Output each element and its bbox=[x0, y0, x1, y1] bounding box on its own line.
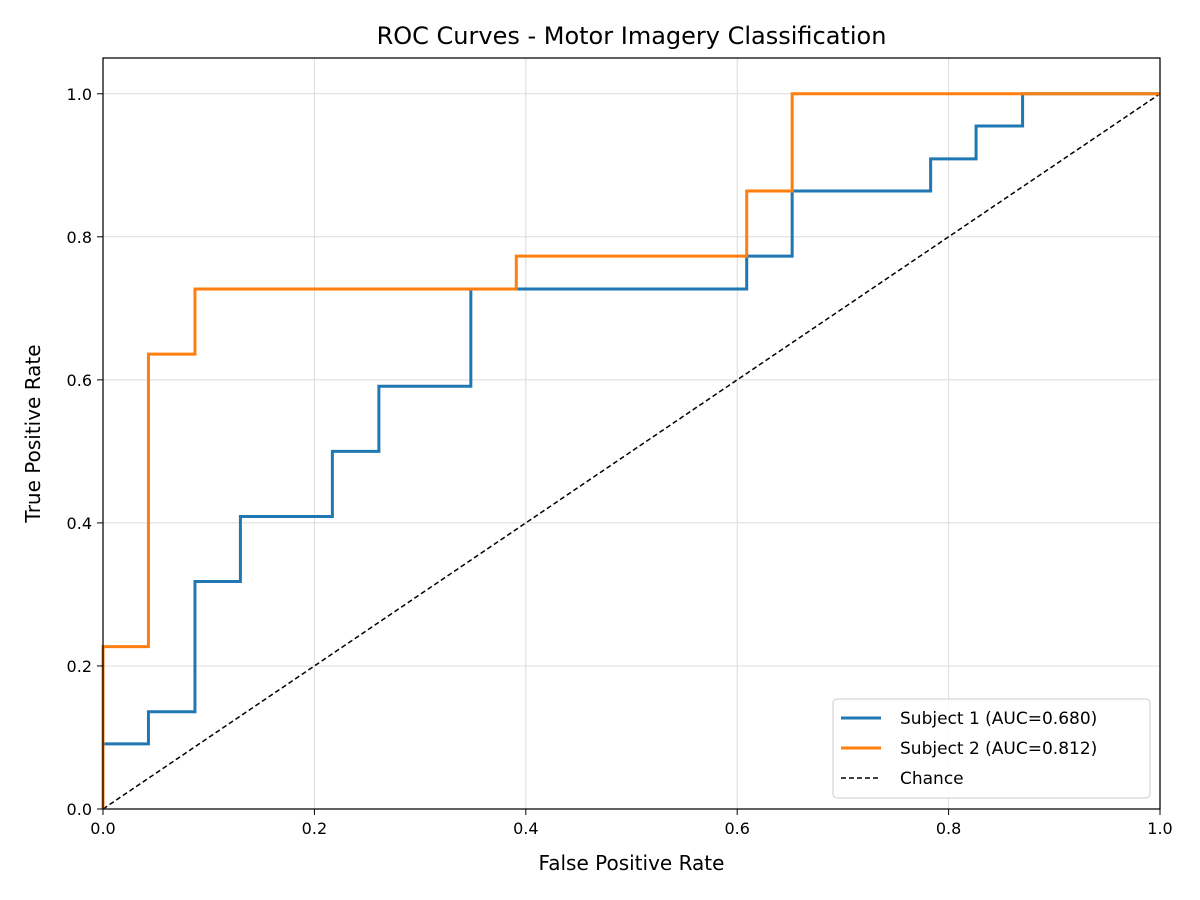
y-axis-title: True Positive Rate bbox=[21, 344, 45, 523]
y-tick-label: 0.2 bbox=[67, 657, 92, 676]
x-tick-label: 0.0 bbox=[90, 819, 115, 838]
x-tick-label: 0.4 bbox=[513, 819, 538, 838]
y-tick-label: 0.6 bbox=[67, 371, 92, 390]
y-tick-label: 1.0 bbox=[67, 85, 92, 104]
series-layer bbox=[101, 92, 1161, 810]
series-line-chance bbox=[102, 93, 1161, 810]
legend-label: Subject 2 (AUC=0.812) bbox=[900, 739, 1097, 759]
plot-frame bbox=[102, 57, 1161, 810]
x-tick-label: 0.8 bbox=[936, 819, 961, 838]
legend: Subject 1 (AUC=0.680) Subject 2 (AUC=0.81… bbox=[832, 698, 1151, 799]
legend-label: Subject 1 (AUC=0.680) bbox=[900, 709, 1097, 729]
legend-label: Chance bbox=[900, 769, 964, 789]
y-tick-label: 0.4 bbox=[67, 514, 92, 533]
series-line-subject-1 bbox=[101, 92, 1160, 809]
y-tick-label: 0.8 bbox=[67, 228, 92, 247]
x-tick-label: 0.2 bbox=[302, 819, 327, 838]
x-tick-label: 1.0 bbox=[1147, 819, 1172, 838]
x-axis-title: False Positive Rate bbox=[539, 851, 725, 875]
y-tick-label: 0.0 bbox=[67, 800, 92, 819]
ticks: 0.0 0.2 0.4 0.6 0.8 1.0 0.0 0.2 0.4 0.6 0.8 1.0 bbox=[67, 85, 1173, 838]
chart-title: ROC Curves - Motor Imagery Classificatio… bbox=[377, 22, 887, 50]
legend-box bbox=[832, 698, 1151, 799]
x-tick-label: 0.6 bbox=[724, 819, 749, 838]
grid bbox=[102, 58, 1161, 810]
series-line-subject-2 bbox=[101, 92, 1160, 809]
